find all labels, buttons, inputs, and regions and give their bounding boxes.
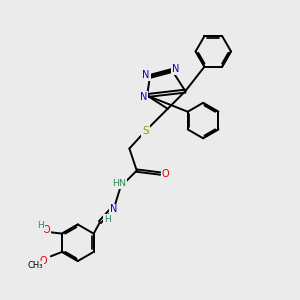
Text: S: S [142, 126, 149, 136]
Text: N: N [142, 70, 150, 80]
Text: H: H [38, 221, 44, 230]
Text: O: O [40, 256, 47, 266]
Text: O: O [162, 169, 170, 178]
Text: H: H [104, 215, 111, 224]
Text: N: N [110, 205, 117, 214]
Text: CH₃: CH₃ [28, 261, 43, 270]
Text: O: O [42, 225, 50, 235]
Text: N: N [140, 92, 147, 102]
Text: N: N [172, 64, 180, 74]
Text: HN: HN [112, 179, 126, 188]
